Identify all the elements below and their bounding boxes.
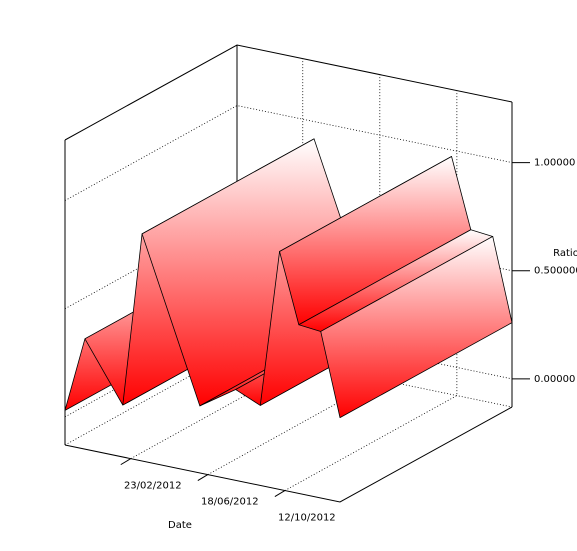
ribbon-face <box>320 236 513 419</box>
grid-line <box>207 74 381 475</box>
x-tick-label: 18/06/2012 <box>201 497 259 508</box>
x-tick <box>197 474 209 482</box>
x-tick <box>274 490 286 498</box>
x-tick-label: 23/02/2012 <box>124 481 182 492</box>
y-tick-label: 0.500000 <box>534 266 577 277</box>
y-tick-label: 1.00000 <box>534 158 575 169</box>
x-tick <box>120 458 132 466</box>
y-tick-label: 0.00000 <box>534 374 575 385</box>
y-axis-label: Ratio <box>553 248 577 259</box>
box-edge <box>64 44 513 141</box>
x-tick-label: 12/10/2012 <box>278 513 336 524</box>
box-edge <box>64 406 513 503</box>
x-axis-label: Date <box>168 520 192 531</box>
plot-box <box>64 44 513 503</box>
